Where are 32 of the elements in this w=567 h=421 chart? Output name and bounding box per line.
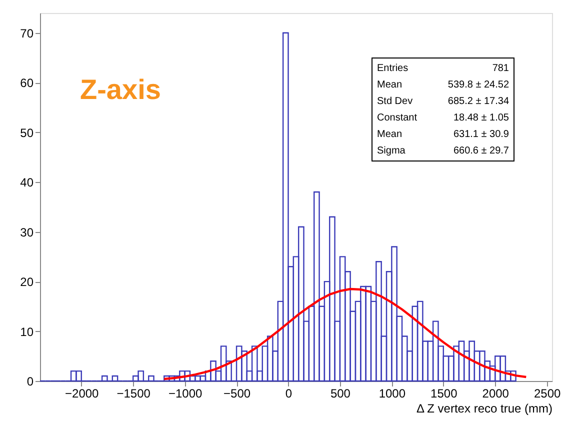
x-tick-label: 1500 — [430, 386, 458, 400]
annotation: Mean — [377, 80, 402, 90]
annotation: Mean — [377, 129, 402, 140]
annotation: Z-axis — [80, 74, 161, 105]
annotation: 781 — [492, 63, 510, 74]
x-tick-label: 500 — [330, 386, 351, 400]
x-tick-label: −2000 — [65, 386, 100, 400]
y-tick-label: 20 — [20, 275, 34, 290]
x-tick-label: −500 — [224, 386, 251, 400]
y-tick-label: 0 — [26, 374, 34, 388]
annotation: 539.8 ± 24.52 — [448, 80, 510, 90]
x-tick-label: 2000 — [482, 386, 510, 400]
annotation: 685.2 ± 17.34 — [448, 96, 510, 107]
annotation: Constant — [377, 112, 418, 124]
y-tick-label: 10 — [20, 324, 34, 339]
y-tick-label: 50 — [20, 126, 34, 140]
y-tick-label: 60 — [20, 76, 34, 90]
y-tick-label: 70 — [20, 26, 34, 40]
x-tick-label: 1000 — [378, 386, 406, 400]
x-tick-label: 0 — [285, 386, 292, 400]
x-tick-label: −1500 — [116, 386, 151, 400]
annotation: 660.6 ± 29.7 — [453, 146, 510, 156]
y-tick-label: 30 — [20, 225, 34, 240]
y-tick-label: 40 — [20, 176, 34, 190]
x-tick-label: 2500 — [534, 386, 561, 400]
annotation: Sigma — [377, 146, 406, 156]
annotation: Entries — [377, 63, 408, 74]
annotation: 18.48 ± 1.05 — [453, 112, 510, 124]
annotation: Std Dev — [377, 96, 413, 107]
annotation: 631.1 ± 30.9 — [453, 129, 510, 140]
x-tick-label: −1000 — [168, 386, 202, 400]
x-axis-title: Δ Z vertex reco true (mm) — [416, 402, 552, 416]
